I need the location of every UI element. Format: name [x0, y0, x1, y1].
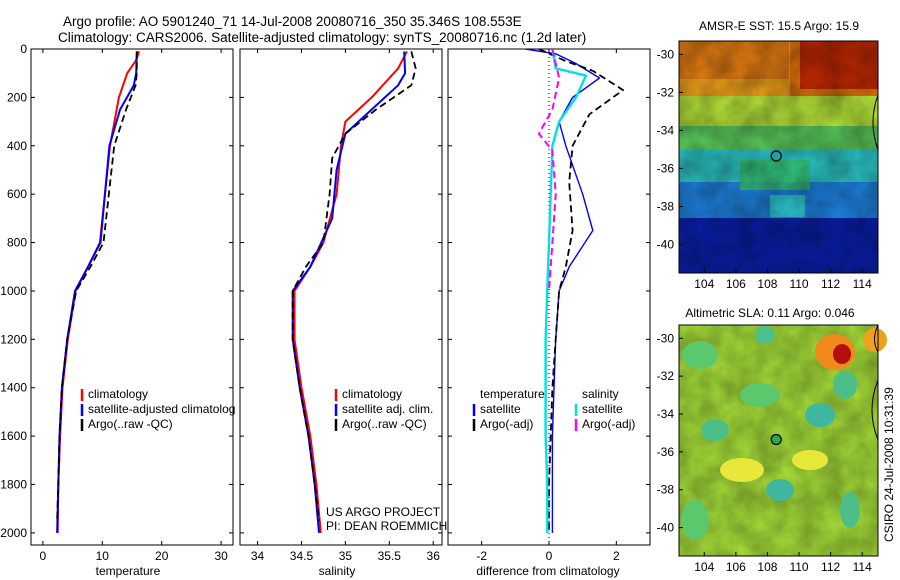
series-line-salinity-satellite [544, 49, 588, 533]
legend-label: satellite adj. clim. [342, 402, 433, 416]
x-tick-label: 112 [821, 277, 840, 291]
x-tick-label: 10 [96, 549, 110, 563]
sst-field [679, 41, 878, 273]
argo-position-marker [770, 150, 782, 162]
y-tick-label: -40 [657, 521, 675, 535]
y-tick-label: 200 [7, 90, 27, 104]
x-tick-label: 114 [853, 277, 872, 291]
y-tick-label: -32 [657, 369, 675, 383]
y-tick-label: 1600 [0, 429, 27, 443]
legend-label: satellite [582, 402, 623, 416]
y-tick-label: -32 [657, 85, 675, 99]
x-tick-label: 112 [821, 560, 840, 574]
x-tick-label: 110 [789, 277, 808, 291]
series-line-argo-raw-qc- [291, 51, 417, 521]
x-tick-label: 34.5 [290, 549, 314, 563]
x-tick-label: 110 [789, 560, 808, 574]
salinity-panel: 34 34.5 35 35.5 36 salinity climatologysatel… [239, 48, 447, 578]
temperature-xlabel: temperature [96, 564, 161, 578]
legend-group-title: salinity [582, 387, 619, 401]
argo-position-marker [770, 433, 782, 446]
legend-label: Argo(-adj) [480, 417, 533, 431]
difference-xlabel: difference from climatology [476, 564, 619, 578]
annotation-line1: US ARGO PROJECT [326, 505, 441, 519]
legend-label: Argo(-adj) [582, 417, 635, 431]
y-tick-label: -38 [657, 199, 675, 213]
x-tick-label: 108 [757, 277, 777, 291]
x-tick-label: 104 [694, 560, 714, 574]
y-tick-label: -36 [657, 445, 675, 459]
x-tick-label: 35.5 [378, 549, 402, 563]
legend-label: Argo(..raw -QC) [342, 417, 427, 431]
y-tick-label: 2000 [0, 526, 27, 540]
x-tick-label: 104 [694, 277, 714, 291]
series-line-satellite-adj-clim- [291, 51, 407, 533]
y-tick-label: -38 [657, 483, 675, 497]
legend-label: climatology [342, 387, 402, 401]
x-tick-label: 34 [251, 549, 265, 563]
difference-panel: -2 0 2 difference from climatology tempera… [447, 48, 651, 578]
x-tick-label: 108 [757, 560, 777, 574]
sla-map-panel: Altimetric SLA: 0.11 Argo: 0.046 104 106 1… [657, 306, 887, 574]
x-tick-label: 30 [214, 549, 228, 563]
y-tick-label: 1200 [0, 332, 27, 346]
y-tick-label: -40 [657, 237, 675, 251]
temperature-panel: 0 10 20 30 0 200 400 600 800 1000 1200 1400 1600 180… [0, 42, 235, 578]
y-tick-label: 1800 [0, 478, 27, 492]
x-tick-label: -2 [476, 549, 487, 563]
x-tick-label: 20 [155, 549, 169, 563]
legend-group-title: temperature [480, 387, 545, 401]
sst-map-title: AMSR-E SST: 15.5 Argo: 15.9 [699, 19, 859, 33]
sla-map-title: Altimetric SLA: 0.11 Argo: 0.046 [685, 306, 855, 320]
coastline [874, 324, 879, 353]
y-tick-label: 0 [20, 42, 27, 56]
salinity-axes-frame [239, 48, 443, 546]
y-tick-label: -34 [657, 407, 675, 421]
x-tick-label: 114 [853, 560, 872, 574]
legend-label: satellite-adjusted climatolog [88, 402, 235, 416]
sst-map-frame [678, 40, 879, 274]
x-tick-label: 0 [546, 549, 553, 563]
x-tick-label: 36 [427, 549, 441, 563]
series-line-argo-raw-qc- [56, 51, 138, 521]
salinity-xlabel: salinity [319, 564, 356, 578]
x-tick-label: 106 [726, 277, 746, 291]
sla-field [679, 325, 887, 556]
legend-label: satellite [480, 402, 521, 416]
y-tick-label: -36 [657, 161, 675, 175]
y-tick-label: -34 [657, 123, 675, 137]
series-line-salinity-argo-adj- [537, 49, 561, 292]
coastline [872, 94, 879, 151]
x-tick-label: 2 [613, 549, 620, 563]
sst-map-panel: AMSR-E SST: 15.5 Argo: 15.9 104 106 108 110… [657, 19, 879, 291]
y-tick-label: 1400 [0, 381, 27, 395]
header-line1: Argo profile: AO 5901240_71 14-Jul-2008 … [63, 14, 522, 29]
annotation-line2: PI: DEAN ROEMMICH [326, 519, 447, 533]
y-tick-label: 600 [7, 187, 27, 201]
y-tick-label: -30 [657, 47, 675, 61]
x-tick-label: 35 [339, 549, 353, 563]
series-line-temperature-satellite [525, 49, 601, 533]
legend-label: climatology [88, 387, 148, 401]
series-line-temperature-argo-adj- [538, 49, 624, 533]
coastline [871, 379, 879, 441]
legend-label: Argo(..raw -QC) [88, 417, 173, 431]
x-tick-label: 106 [726, 560, 746, 574]
sla-map-frame [678, 324, 879, 557]
x-tick-label: 0 [40, 549, 47, 563]
header-line2: Climatology: CARS2006. Satellite-adjuste… [58, 30, 586, 45]
y-tick-label: 1000 [0, 284, 27, 298]
timestamp-label: CSIRO 24-Jul-2008 10:31:39 [882, 387, 896, 542]
temperature-axes-frame [30, 48, 234, 546]
y-tick-label: -30 [657, 331, 675, 345]
y-tick-label: 400 [7, 139, 27, 153]
y-tick-label: 800 [7, 236, 27, 250]
